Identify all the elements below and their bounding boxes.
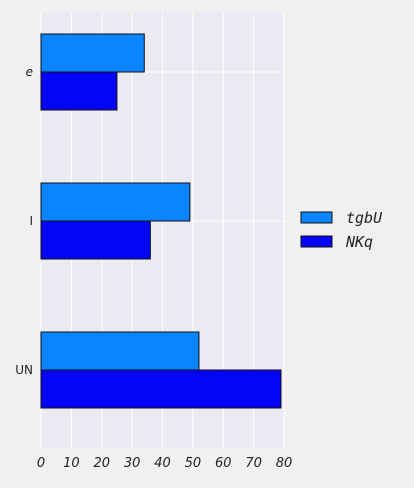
x-tick-label: 0 xyxy=(37,456,45,471)
bars xyxy=(40,33,282,409)
x-tick-label: 30 xyxy=(124,456,141,471)
y-tick-label: I xyxy=(29,214,33,228)
legend-swatch-NKq xyxy=(300,235,333,248)
bar-NKq-I xyxy=(40,220,151,260)
x-tick-label: 40 xyxy=(154,456,171,471)
bar-tgbU-UN xyxy=(40,331,200,371)
x-tick-label: 80 xyxy=(276,456,293,471)
y-tick-label: e xyxy=(26,65,33,79)
x-tick-label: 10 xyxy=(63,456,80,471)
x-tick-labels: 0 10 20 30 40 50 60 70 80 xyxy=(37,456,292,471)
x-tick-label: 60 xyxy=(215,456,232,471)
legend-label-tgbU: tgbU xyxy=(346,209,383,227)
legend: tgbU NKq xyxy=(300,209,383,251)
legend-label-NKq: NKq xyxy=(345,233,373,251)
x-tick-label: 50 xyxy=(185,456,202,471)
y-tick-labels: e I UN xyxy=(15,65,33,377)
bar-NKq-UN xyxy=(40,369,282,409)
bar-tgbU-e xyxy=(40,33,145,73)
bar-NKq-e xyxy=(40,71,118,111)
y-tick-label: UN xyxy=(15,363,33,377)
x-tick-label: 70 xyxy=(245,456,262,471)
legend-swatch-tgbU xyxy=(300,211,333,224)
bar-tgbU-I xyxy=(40,182,191,222)
x-tick-label: 20 xyxy=(93,456,110,471)
